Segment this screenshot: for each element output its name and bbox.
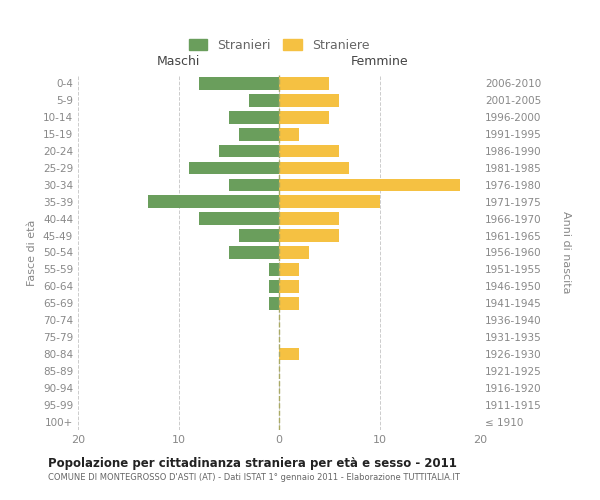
Legend: Stranieri, Straniere: Stranieri, Straniere bbox=[188, 38, 370, 52]
Bar bbox=[279, 162, 349, 174]
Bar bbox=[269, 297, 279, 310]
Bar bbox=[269, 280, 279, 292]
Bar bbox=[279, 144, 340, 158]
Bar bbox=[188, 162, 279, 174]
Bar bbox=[279, 212, 340, 225]
Bar bbox=[279, 111, 329, 124]
Bar bbox=[279, 297, 299, 310]
Bar bbox=[279, 230, 340, 242]
Bar bbox=[279, 128, 299, 140]
Bar bbox=[279, 196, 380, 208]
Text: Femmine: Femmine bbox=[350, 55, 409, 68]
Text: Maschi: Maschi bbox=[157, 55, 200, 68]
Bar bbox=[229, 111, 279, 124]
Bar bbox=[279, 280, 299, 292]
Bar bbox=[229, 246, 279, 259]
Bar bbox=[279, 178, 460, 191]
Bar bbox=[239, 128, 279, 140]
Bar bbox=[199, 77, 279, 90]
Bar bbox=[239, 230, 279, 242]
Bar bbox=[218, 144, 279, 158]
Y-axis label: Fasce di età: Fasce di età bbox=[28, 220, 37, 286]
Bar bbox=[249, 94, 279, 106]
Bar bbox=[279, 348, 299, 360]
Text: COMUNE DI MONTEGROSSO D'ASTI (AT) - Dati ISTAT 1° gennaio 2011 - Elaborazione TU: COMUNE DI MONTEGROSSO D'ASTI (AT) - Dati… bbox=[48, 472, 460, 482]
Bar bbox=[269, 263, 279, 276]
Bar bbox=[279, 263, 299, 276]
Bar bbox=[279, 246, 309, 259]
Y-axis label: Anni di nascita: Anni di nascita bbox=[561, 211, 571, 294]
Text: Popolazione per cittadinanza straniera per età e sesso - 2011: Popolazione per cittadinanza straniera p… bbox=[48, 458, 457, 470]
Bar bbox=[279, 77, 329, 90]
Bar bbox=[229, 178, 279, 191]
Bar bbox=[279, 94, 340, 106]
Bar bbox=[199, 212, 279, 225]
Bar bbox=[148, 196, 279, 208]
